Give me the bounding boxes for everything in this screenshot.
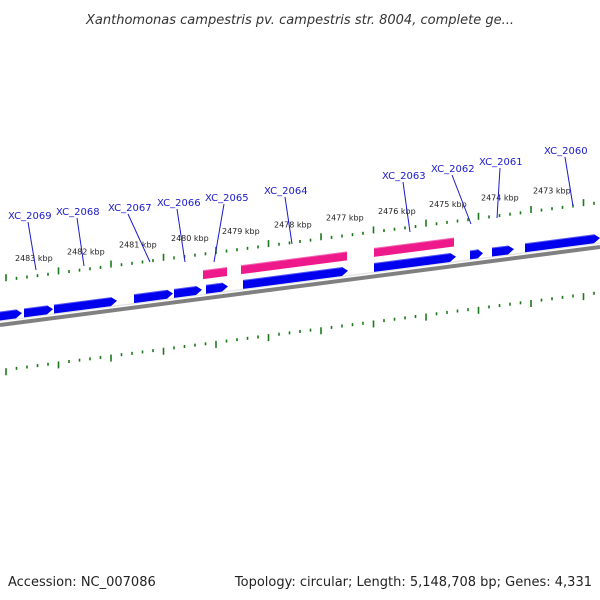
forward-gene [243,267,348,289]
scale-label: 2476 kbp [378,207,416,216]
forward-gene [470,249,483,260]
gene-shine [23,304,48,310]
gene-shine [205,281,223,286]
forward-gene [525,234,600,253]
gene-leader-line [213,203,225,263]
forward-gene [134,289,173,304]
map-title: Xanthomonas campestris pv. campestris st… [85,13,514,28]
forward-gene [374,253,456,272]
gene-shine [0,308,17,313]
gene-shine [133,288,168,296]
gene-shine [373,252,451,264]
scale-label: 2475 kbp [429,200,467,209]
forward-gene [54,297,117,314]
scale-label: 2477 kbp [326,214,364,223]
gene-leader-line [451,174,472,225]
gene-leader-line [564,156,574,207]
forward-gene [24,305,53,318]
gene-shine [469,248,478,252]
gene-leader-line [402,181,411,233]
scale-ticks [5,199,595,376]
scale-label: 2479 kbp [222,227,260,236]
scale-label: 2481 kbp [119,241,157,250]
reverse-gene [203,266,227,280]
gene-leader-line [496,167,501,219]
genome-summary: Topology: circular; Length: 5,148,708 bp… [234,575,592,590]
gene-shine [373,236,455,249]
gene-shine [491,244,509,249]
gene-label: XC_2067 [108,203,152,214]
gene-leader-line [284,196,293,245]
gene-label: XC_2064 [264,186,308,197]
backbone [0,242,600,327]
gene-shine [240,250,348,267]
scale-label: 2480 kbp [171,234,209,243]
gene-features [0,233,600,321]
gene-leader-line [27,221,37,271]
scale-label: 2478 kbp [274,220,312,229]
backbone-highlight [0,242,600,322]
gene-label: XC_2066 [157,198,201,209]
gene-label: XC_2061 [479,157,523,168]
gene-leader-line [176,208,186,263]
gene-shine [173,285,197,290]
backbone-line [0,245,600,327]
scale-label: 2482 kbp [67,247,105,256]
forward-gene [206,282,228,294]
gene-label: XC_2060 [544,146,588,157]
gene-label: XC_2062 [431,164,475,175]
forward-gene [0,309,22,321]
gene-leader-line [127,213,151,263]
accession: Accession: NC_007086 [8,575,156,590]
gene-label: XC_2068 [56,207,100,218]
scale-label: 2473 kbp [533,187,571,196]
forward-gene [174,286,202,298]
gene-label: XC_2069 [8,211,52,222]
gene-labels: XC_2069 XC_2068 XC_2067 XC_2066 XC_2065 XC_20… [8,146,588,271]
gene-shine [242,266,343,281]
gene-label: XC_2065 [205,193,249,204]
gene-leader-line [76,217,85,267]
reverse-gene [241,251,347,275]
reverse-gene [374,237,454,257]
gene-shine [202,265,228,272]
scale-label: 2474 kbp [481,193,519,202]
gene-shine [524,233,595,245]
forward-gene [492,245,514,257]
gene-label: XC_2063 [382,171,426,182]
gene-shine [53,296,112,306]
